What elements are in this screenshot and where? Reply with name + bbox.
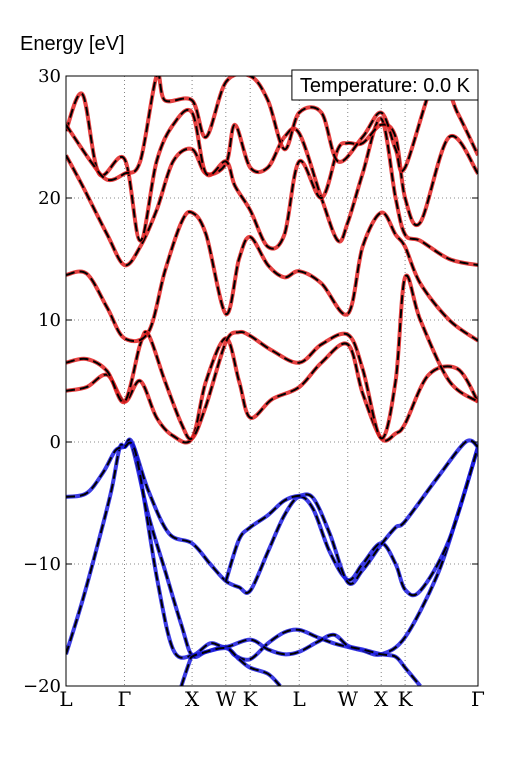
- y-tick-label: 30: [38, 66, 61, 87]
- valence-band-line: [122, 440, 422, 686]
- reference-band-line: [66, 117, 478, 267]
- band-lines: [66, 76, 478, 686]
- y-tick-label: −20: [23, 676, 61, 697]
- kpoint-label: Γ: [118, 687, 132, 711]
- y-tick-label: −10: [23, 554, 61, 575]
- y-tick-label: 20: [38, 188, 61, 209]
- valence-band-line: [66, 438, 478, 662]
- plot-frame: [65, 75, 479, 687]
- reference-band-line: [66, 439, 478, 661]
- kpoint-label: K: [243, 687, 259, 711]
- valence-band-line: [66, 437, 478, 598]
- kpoint-label: Γ: [471, 687, 485, 711]
- kpoint-label: W: [338, 687, 359, 711]
- conduction-band-line: [66, 209, 478, 344]
- reference-band-line: [66, 210, 478, 343]
- reference-band-line: [66, 274, 478, 440]
- kpoint-label: K: [398, 687, 414, 711]
- reference-band-line: [66, 337, 478, 444]
- reference-band-line: [66, 92, 478, 250]
- temperature-text: Temperature: 0.0 K: [300, 75, 471, 97]
- reference-band-line: [224, 439, 478, 585]
- y-tick-label: 0: [50, 432, 61, 453]
- kpoint-label: X: [374, 687, 389, 711]
- reference-band-line: [180, 647, 281, 686]
- y-axis-label: Energy [eV]: [20, 33, 125, 55]
- temperature-annotation: Temperature: 0.0 K: [291, 69, 479, 101]
- reference-band-line: [66, 438, 478, 597]
- reference-band-line: [66, 76, 478, 182]
- kpoint-label: X: [185, 687, 200, 711]
- kpoint-label: W: [216, 687, 237, 711]
- reference-band-line: [123, 441, 422, 686]
- kpoint-label: L: [293, 687, 306, 711]
- kpoint-label: L: [59, 687, 72, 711]
- y-tick-label: 10: [38, 310, 61, 331]
- conduction-band-line: [66, 273, 478, 441]
- band-group: [66, 76, 478, 686]
